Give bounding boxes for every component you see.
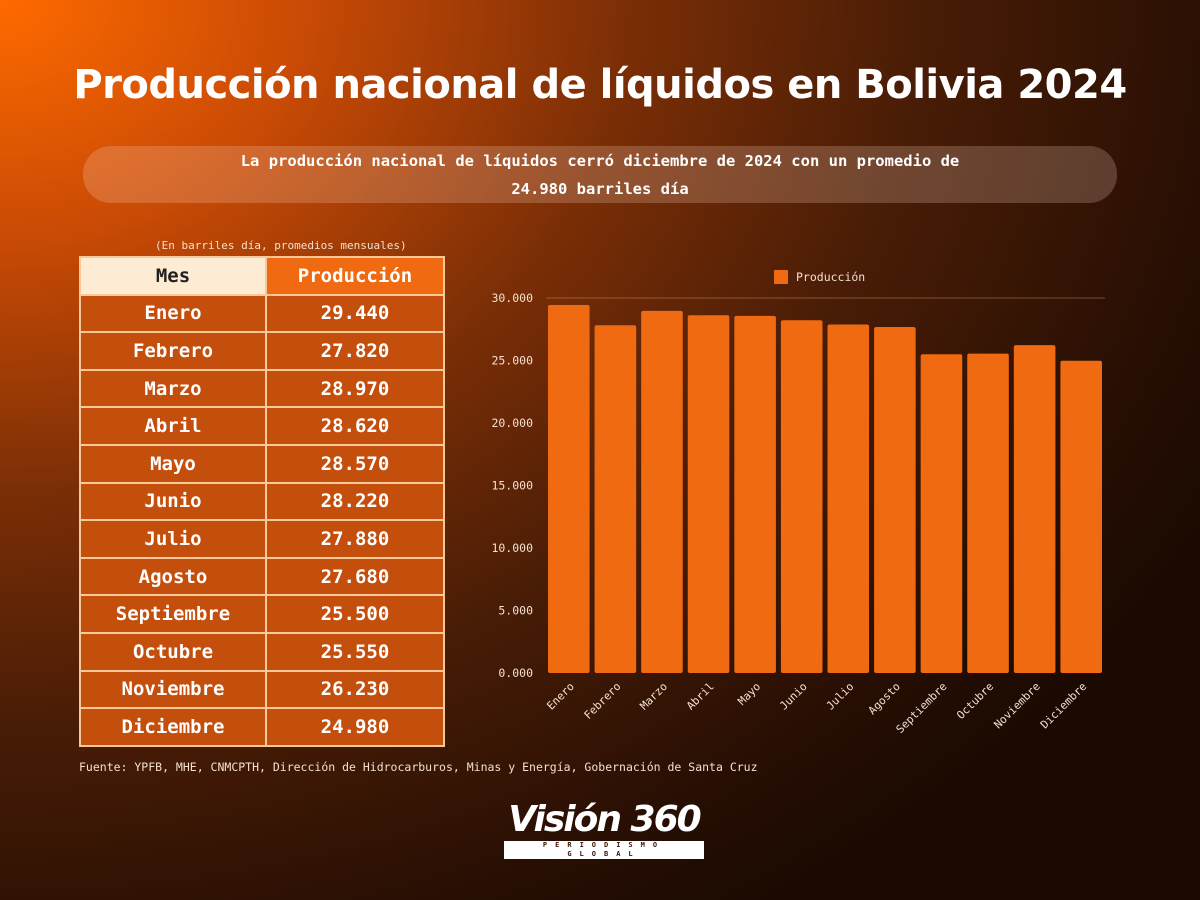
vision360-logo: Visión 360 PERIODISMO GLOBAL <box>504 800 704 859</box>
table-row: Agosto 27.680 <box>79 556 445 597</box>
table-row: Julio 27.880 <box>79 519 445 559</box>
cell-produccion: 29.440 <box>265 293 445 334</box>
y-tick-label: 5.000 <box>498 604 533 618</box>
cell-mes: Enero <box>79 293 267 334</box>
header-mes: Mes <box>79 256 267 296</box>
x-tick-label: Marzo <box>637 680 670 713</box>
subtitle-banner: La producción nacional de líquidos cerró… <box>83 146 1117 203</box>
table-row: Junio 28.220 <box>79 481 445 522</box>
units-note: (En barriles día, promedios mensuales) <box>155 239 407 252</box>
x-tick-label: Noviembre <box>991 680 1042 731</box>
bar-septiembre <box>920 354 963 673</box>
bar-abril <box>687 315 730 673</box>
x-tick-label: Enero <box>544 680 577 713</box>
bar-mayo <box>734 315 776 673</box>
bar-agosto <box>874 327 916 673</box>
page-title: Producción nacional de líquidos en Boliv… <box>73 62 1127 108</box>
cell-produccion: 25.550 <box>265 631 445 672</box>
subtitle-text: La producción nacional de líquidos cerró… <box>240 151 960 198</box>
cell-produccion: 28.220 <box>265 481 445 522</box>
x-tick-label: Abril <box>684 680 717 713</box>
source-note: Fuente: YPFB, MHE, CNMCPTH, Dirección de… <box>79 760 758 774</box>
cell-mes: Noviembre <box>79 669 267 710</box>
bar-noviembre <box>1013 345 1056 673</box>
cell-mes: Febrero <box>79 331 267 371</box>
bar-diciembre <box>1060 360 1102 673</box>
cell-mes: Julio <box>79 519 267 559</box>
x-tick-label: Agosto <box>866 680 903 717</box>
cell-produccion: 28.570 <box>265 443 445 484</box>
x-tick-label: Junio <box>777 680 810 713</box>
table-row: Febrero 27.820 <box>79 331 445 371</box>
cell-produccion: 24.980 <box>265 707 445 747</box>
logo-name: Visión 360 <box>508 799 701 840</box>
cell-produccion: 27.820 <box>265 331 445 371</box>
y-tick-label: 0.000 <box>498 666 533 680</box>
x-tick-label: Octubre <box>954 680 996 722</box>
table-row: Septiembre 25.500 <box>79 594 445 634</box>
x-tick-label: Julio <box>824 680 857 713</box>
table-row: Noviembre 26.230 <box>79 669 445 710</box>
logo-tagline: PERIODISMO GLOBAL <box>504 841 704 859</box>
bar-febrero <box>594 325 637 673</box>
cell-produccion: 25.500 <box>265 594 445 634</box>
cell-mes: Marzo <box>79 368 267 409</box>
cell-produccion: 28.970 <box>265 368 445 409</box>
y-tick-label: 15.000 <box>491 479 533 493</box>
table-row: Abril 28.620 <box>79 406 445 446</box>
y-tick-label: 20.000 <box>491 416 533 430</box>
cell-produccion: 27.680 <box>265 556 445 597</box>
bar-octubre <box>967 353 1009 673</box>
table-row: Enero 29.440 <box>79 293 445 334</box>
cell-produccion: 28.620 <box>265 406 445 446</box>
bar-enero <box>548 305 590 673</box>
table-row: Octubre 25.550 <box>79 631 445 672</box>
header-produccion: Producción <box>265 256 445 296</box>
x-tick-label: Diciembre <box>1038 680 1089 731</box>
cell-mes: Diciembre <box>79 707 267 747</box>
cell-mes: Abril <box>79 406 267 446</box>
bar-junio <box>780 320 823 673</box>
y-tick-label: 30.000 <box>491 291 533 305</box>
cell-produccion: 26.230 <box>265 669 445 710</box>
cell-mes: Mayo <box>79 443 267 484</box>
bar-marzo <box>641 310 683 673</box>
x-tick-label: Febrero <box>582 680 624 722</box>
cell-produccion: 27.880 <box>265 519 445 559</box>
production-table: Mes Producción Enero 29.440 Febrero 27.820 M… <box>79 256 445 747</box>
cell-mes: Junio <box>79 481 267 522</box>
cell-mes: Agosto <box>79 556 267 597</box>
table-row: Mayo 28.570 <box>79 443 445 484</box>
x-tick-label: Mayo <box>735 680 763 708</box>
table-row: Marzo 28.970 <box>79 368 445 409</box>
legend-label: Producción <box>796 270 865 284</box>
y-tick-label: 25.000 <box>491 354 533 368</box>
table-row: Diciembre 24.980 <box>79 707 445 747</box>
cell-mes: Septiembre <box>79 594 267 634</box>
cell-mes: Octubre <box>79 631 267 672</box>
y-tick-label: 10.000 <box>491 541 533 555</box>
bar-julio <box>827 324 870 673</box>
legend-swatch <box>774 270 788 284</box>
